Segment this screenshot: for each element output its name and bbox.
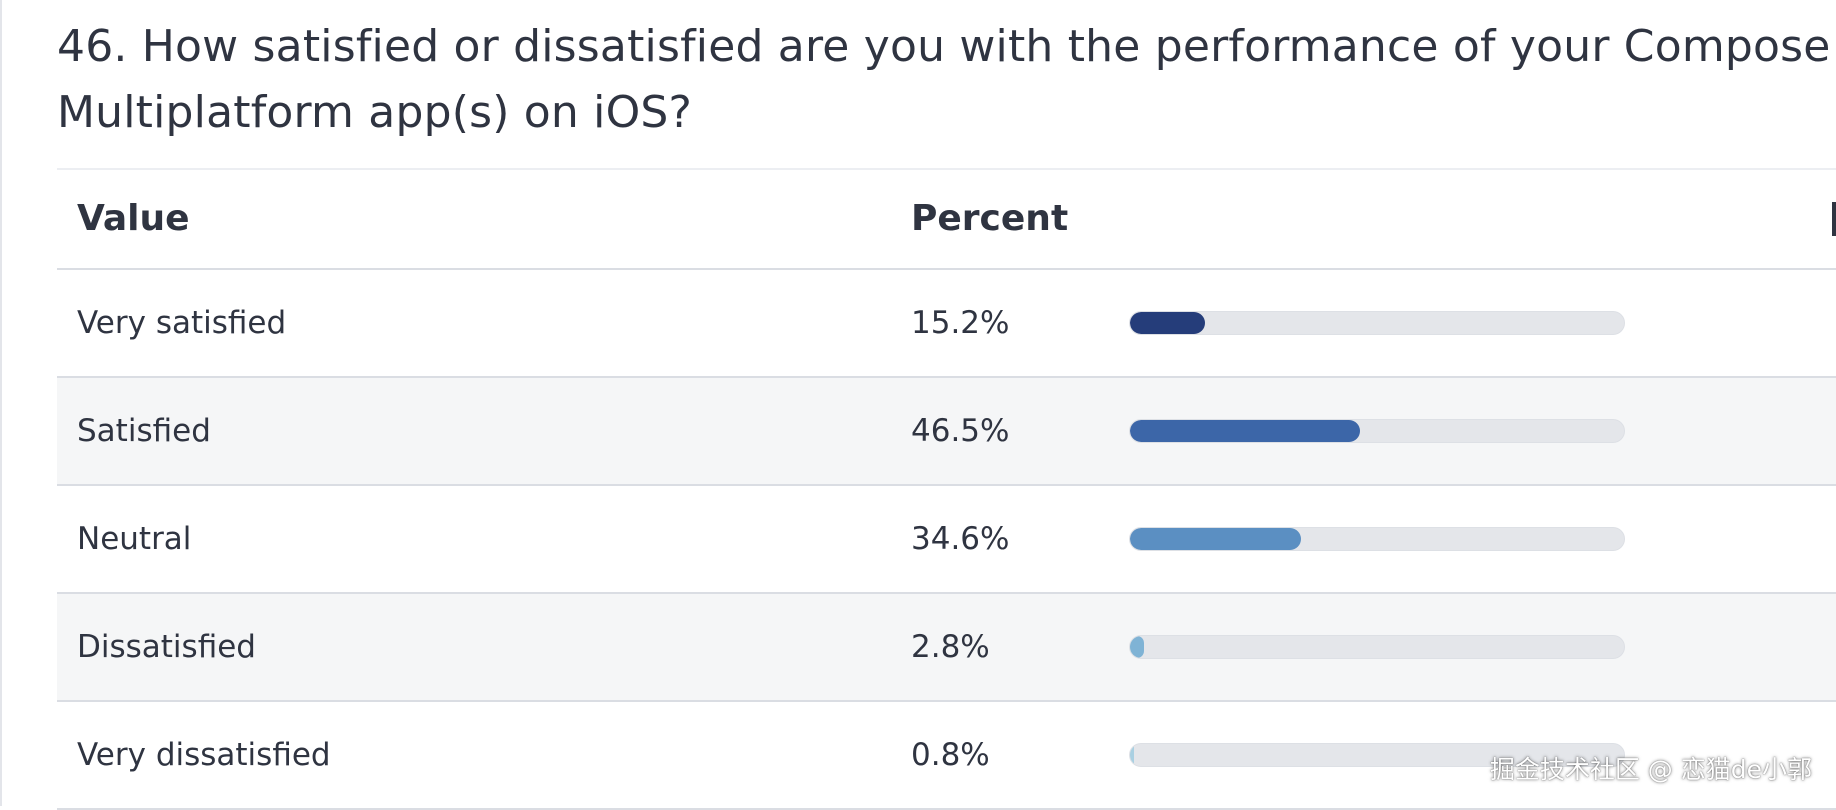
bar-track bbox=[1129, 419, 1625, 443]
bar-track bbox=[1129, 527, 1625, 551]
table-row: Neutral 34.6% bbox=[57, 486, 1836, 594]
header-percent: Percent bbox=[911, 198, 1069, 239]
table-row: Satisfied 46.5% bbox=[57, 378, 1836, 486]
bar-fill bbox=[1130, 528, 1301, 550]
row-label: Very satisfied bbox=[77, 305, 287, 341]
row-percent-label: 34.6% bbox=[911, 521, 1010, 557]
page-title: 46. How satisfied or dissatisfied are yo… bbox=[57, 14, 1836, 146]
table-row: Dissatisfied 2.8% bbox=[57, 594, 1836, 702]
table-header-row: Value Percent bbox=[57, 168, 1836, 270]
row-label: Neutral bbox=[77, 521, 192, 557]
watermark: 掘金技术社区 @ 恋猫de小郭 bbox=[1489, 755, 1812, 784]
bar-track bbox=[1129, 743, 1625, 767]
header-value: Value bbox=[77, 198, 190, 239]
row-label: Very dissatisfied bbox=[77, 737, 331, 773]
bar-fill bbox=[1130, 636, 1144, 658]
row-percent-label: 46.5% bbox=[911, 413, 1010, 449]
page-title-line-1: 46. How satisfied or dissatisfied are yo… bbox=[57, 21, 1831, 72]
row-percent-label: 2.8% bbox=[911, 629, 990, 665]
row-label: Dissatisfied bbox=[77, 629, 256, 665]
results-table: Value Percent Very satisfied 15.2% Satisfi… bbox=[57, 168, 1836, 810]
bar-fill bbox=[1130, 312, 1206, 334]
header-cut-off-column bbox=[1832, 202, 1836, 236]
table-row: Very satisfied 15.2% bbox=[57, 270, 1836, 378]
table-body: Very satisfied 15.2% Satisfied 46.5% Neutral… bbox=[57, 270, 1836, 810]
bar-track bbox=[1129, 311, 1625, 335]
bar-fill bbox=[1130, 744, 1134, 766]
row-percent-label: 0.8% bbox=[911, 737, 990, 773]
page-left-border bbox=[0, 0, 2, 806]
bar-track bbox=[1129, 635, 1625, 659]
row-percent-label: 15.2% bbox=[911, 305, 1010, 341]
bar-fill bbox=[1130, 420, 1360, 442]
row-label: Satisfied bbox=[77, 413, 211, 449]
page-title-line-2: Multiplatform app(s) on iOS? bbox=[57, 87, 693, 138]
